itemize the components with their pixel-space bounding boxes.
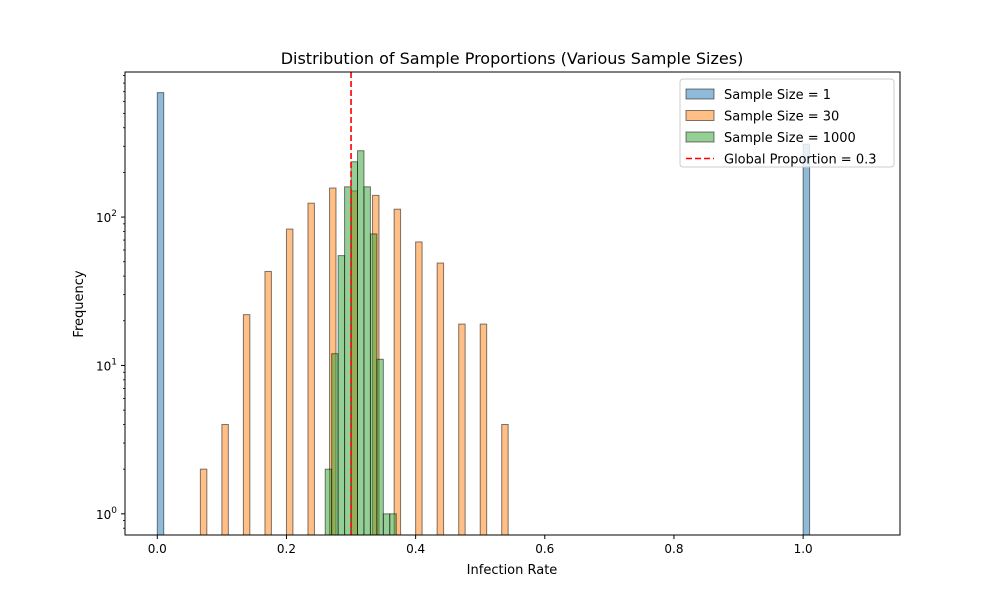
histogram-bar-series-1-bin-1	[221, 424, 229, 536]
x-axis-label: Infection Rate	[467, 563, 558, 578]
histogram-bar-series-1-bin-0	[199, 468, 208, 536]
legend: Sample Size = 1 Sample Size = 30 Sample Si…	[679, 78, 895, 168]
histogram-bar-series-1-bin-9	[393, 208, 402, 536]
histogram-bar-series-2-bin-10	[389, 513, 397, 536]
histogram-bar-series-2-bin-6	[363, 186, 371, 536]
histogram-bar-series-0-bin-0	[156, 92, 165, 536]
histogram-bar-series-1-bin-12	[458, 323, 466, 536]
legend-label-3: Global Proportion = 0.3	[724, 153, 877, 168]
histogram-bar-series-1-bin-13	[479, 323, 488, 536]
y-tick-label-1: 101	[96, 357, 117, 373]
histogram-bar-series-2-bin-2	[337, 255, 346, 536]
x-tick-label-1: 0.2	[277, 542, 296, 556]
x-tick-label-5: 1.0	[794, 542, 813, 556]
histogram-bar-series-1-bin-10	[415, 241, 423, 536]
histogram-bar-series-2-bin-9	[382, 513, 391, 536]
histogram-bar-series-2-bin-4	[350, 161, 359, 536]
x-tick-label-0: 0.0	[148, 542, 167, 556]
y-axis: 100 101 102	[96, 75, 125, 529]
legend-label-0: Sample Size = 1	[724, 88, 831, 103]
y-tick-label-2: 102	[96, 209, 117, 225]
legend-swatch-2	[685, 131, 715, 143]
plot-frame	[124, 71, 901, 536]
histogram-bar-series-0-bin-1	[802, 143, 811, 536]
histogram-bar-series-1-bin-2	[242, 314, 251, 536]
histogram-bar-series-2-bin-8	[376, 358, 384, 536]
histogram-bar-series-2-bin-1	[331, 353, 339, 536]
chart-title: Distribution of Sample Proportions (Vari…	[281, 49, 744, 68]
legend-box	[679, 78, 895, 168]
legend-swatch-0	[685, 88, 715, 100]
histogram-bar-series-2-bin-3	[344, 186, 352, 536]
x-tick-label-3: 0.6	[535, 542, 554, 556]
histogram-bar-series-1-bin-3	[264, 270, 272, 536]
histogram-bar-series-1-bin-11	[436, 262, 445, 536]
legend-swatch-1	[685, 110, 715, 121]
histogram-bar-series-1-bin-4	[285, 228, 294, 536]
x-tick-label-2: 0.4	[406, 542, 425, 556]
x-axis: 0.0 0.2 0.4 0.6 0.8 1.0	[148, 535, 813, 556]
legend-label-2: Sample Size = 1000	[724, 131, 856, 146]
histogram-bar-series-2-bin-7	[369, 233, 378, 536]
y-axis-label: Frequency	[72, 270, 87, 337]
histogram-bar-series-1-bin-14	[501, 424, 509, 536]
x-tick-label-4: 0.8	[664, 542, 683, 556]
legend-label-1: Sample Size = 30	[724, 110, 839, 125]
y-tick-label-0: 100	[96, 506, 117, 522]
histogram-bar-series-2-bin-0	[324, 468, 333, 536]
histogram-bar-series-2-bin-5	[357, 150, 365, 536]
histogram-bar-series-1-bin-5	[307, 202, 315, 536]
